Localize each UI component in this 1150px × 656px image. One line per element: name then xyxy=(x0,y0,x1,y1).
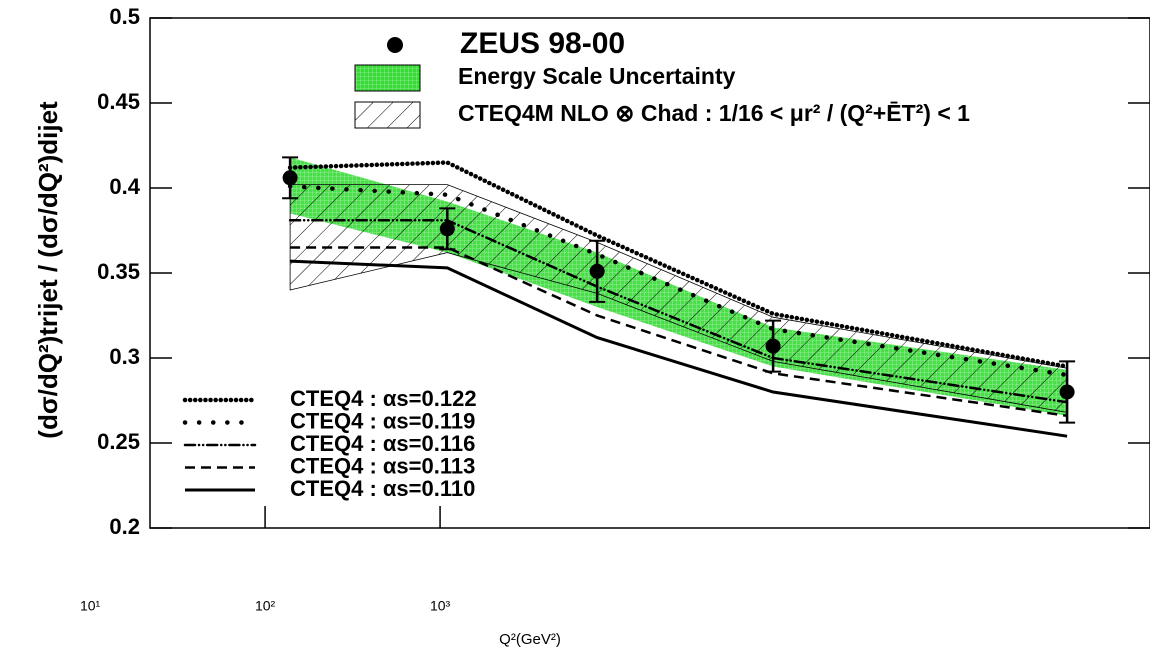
y-tick-label: 0.35 xyxy=(97,259,140,284)
legend-label: CTEQ4 : αs=0.119 xyxy=(290,408,475,433)
legend-label: ZEUS 98-00 xyxy=(460,27,625,60)
legend-swatch xyxy=(354,64,421,92)
y-tick-label: 0.25 xyxy=(97,429,140,454)
y-tick-label: 0.4 xyxy=(109,174,140,199)
y-tick-label: 0.5 xyxy=(109,4,140,29)
theory-curve xyxy=(290,246,1068,418)
x-tick-label: 10³ xyxy=(430,598,451,614)
data-point xyxy=(439,221,455,237)
x-tick-label: 10² xyxy=(255,598,276,614)
legend-label: Energy Scale Uncertainty xyxy=(458,63,736,89)
legend-marker xyxy=(387,37,403,53)
legend-label: CTEQ4 : αs=0.110 xyxy=(290,476,475,501)
legend-label: CTEQ4 : αs=0.122 xyxy=(290,386,477,411)
y-tick-label: 0.3 xyxy=(109,344,140,369)
y-tick-label: 0.45 xyxy=(97,89,140,114)
x-axis-label: Q²(GeV²) xyxy=(499,631,561,648)
legend-label: CTEQ4 : αs=0.113 xyxy=(290,453,475,478)
y-tick-label: 0.2 xyxy=(109,514,140,539)
legend-label: CTEQ4 : αs=0.116 xyxy=(290,431,475,456)
theory-curve xyxy=(287,160,1070,369)
legend-label: CTEQ4M NLO ⊗ Chad : 1/16 < μr² / (Q²+ĒT²… xyxy=(458,100,970,126)
theory-curve xyxy=(290,259,1068,438)
data-point xyxy=(282,170,298,186)
legend-swatch xyxy=(354,101,421,129)
y-axis-label: (dσ/dQ²)trijet / (dσ/dQ²)dijet xyxy=(33,101,63,439)
uncertainty-band xyxy=(289,184,1068,413)
data-point xyxy=(765,338,781,354)
data-point xyxy=(1059,384,1075,400)
data-point xyxy=(589,263,605,279)
x-tick-label: 10¹ xyxy=(80,598,101,614)
